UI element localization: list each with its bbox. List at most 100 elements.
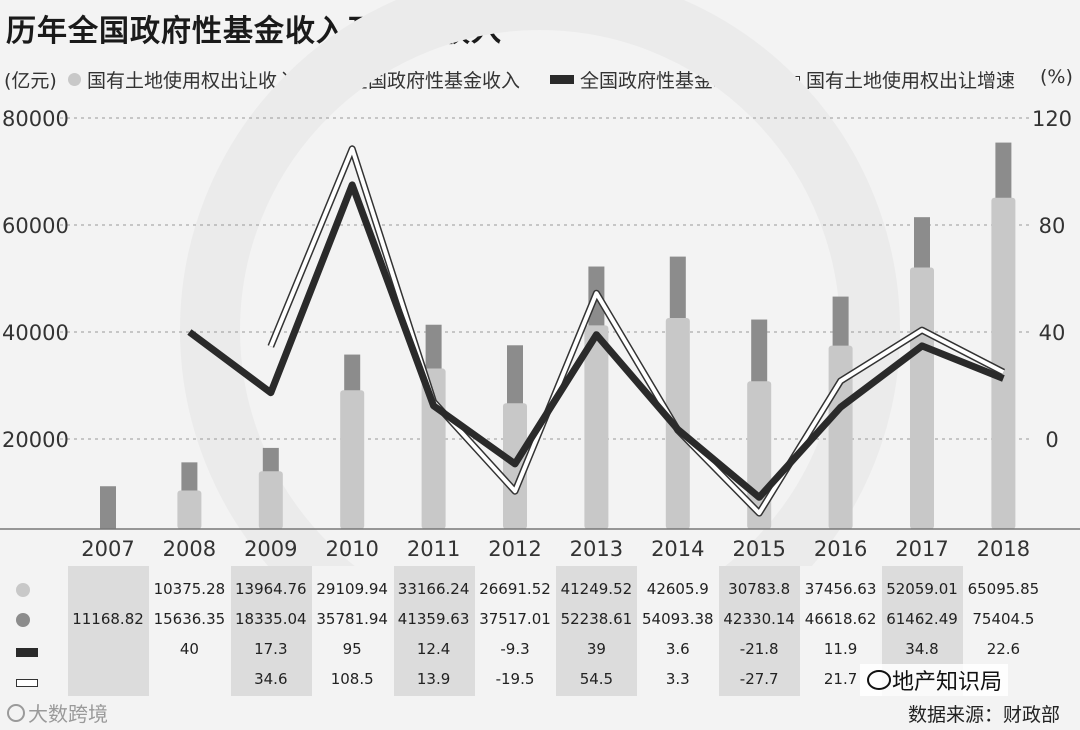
table-cell: 35781.94 <box>316 610 388 628</box>
bar-land-revenue <box>340 390 365 529</box>
legend-right-unit: (%) <box>1040 66 1073 88</box>
bar-land-revenue <box>584 325 609 529</box>
bar-land-revenue <box>177 490 202 529</box>
bar-fund-revenue <box>100 486 116 529</box>
lines <box>187 145 1006 517</box>
x-tick-label: 2007 <box>81 537 134 561</box>
table-cell: 108.5 <box>330 670 374 688</box>
x-tick-label: 2017 <box>895 537 948 561</box>
y-right-tick-label: 120 <box>1032 107 1072 131</box>
table-row: 11168.82 15636.35 18335.04 35781.94 41359.63… <box>0 604 1080 634</box>
x-tick-label: 2010 <box>325 537 378 561</box>
y-right-tick-label: 40 <box>1039 321 1066 345</box>
table-column-shade <box>393 566 475 696</box>
bar-land-revenue <box>258 471 283 529</box>
table-cell: 46618.62 <box>804 610 877 628</box>
table-cell: 39 <box>586 640 606 658</box>
table-cell: 65095.85 <box>967 580 1040 598</box>
bar-land-revenue <box>910 267 934 529</box>
table-cell: 13.9 <box>416 670 451 688</box>
table-cell: 18335.04 <box>235 610 307 628</box>
background-decoration <box>180 0 900 566</box>
line-land-growth <box>268 146 1005 516</box>
x-tick-label: 2012 <box>488 537 541 561</box>
table-cell: 30783.8 <box>728 580 791 598</box>
land-growth-swatch-icon <box>16 672 44 691</box>
table-cell: 3.6 <box>665 640 690 658</box>
x-tick-label: 2014 <box>651 537 704 561</box>
table-cell: 42330.14 <box>723 610 795 628</box>
bars <box>100 142 1016 530</box>
land-revenue-dot-icon <box>16 582 36 601</box>
table-cell: 34.6 <box>254 670 288 688</box>
table-cell: 12.4 <box>416 640 451 658</box>
x-tick-label: 2008 <box>163 537 216 561</box>
y-right-tick-label: 0 <box>1045 428 1058 452</box>
watermark: 大数跨境 <box>6 698 108 727</box>
x-tick-label: 2011 <box>407 537 460 561</box>
table-cell: 42605.9 <box>646 580 709 598</box>
legend-label: 国有土地使用权出让增速 <box>806 70 1016 92</box>
table-cell: 75404.5 <box>972 610 1035 628</box>
table-cell: 21.7 <box>823 670 858 688</box>
y-left-tick-label: 20000 <box>2 428 69 452</box>
table-cell: 41359.63 <box>397 610 470 628</box>
table-row: 40 17.3 95 12.4 -9.3 39 3.6 -21.8 11.9 34.8 22.6 <box>0 634 1080 664</box>
table-cell: 22.6 <box>986 640 1021 658</box>
table-cell: 3.3 <box>665 670 690 688</box>
dark-line-swatch-icon <box>550 75 574 84</box>
axes: 80000 60000 40000 20000 120 80 40 0 2007 2008 2009… <box>0 107 1080 561</box>
table-column-shade <box>556 566 638 696</box>
table-cell: -21.8 <box>739 640 779 658</box>
table-cell: 10375.28 <box>153 580 226 598</box>
table-cell: 13964.76 <box>235 580 307 598</box>
y-left-tick-label: 40000 <box>2 321 69 345</box>
table-cell: 95 <box>342 640 362 658</box>
x-tick-label: 2018 <box>977 537 1030 561</box>
table-column-shade <box>719 566 801 696</box>
y-left-tick-label: 80000 <box>2 107 69 131</box>
table-cell: 37456.63 <box>804 580 877 598</box>
table-cell: 52059.01 <box>886 580 958 598</box>
watermark-logo-icon <box>7 703 25 722</box>
table-cell: 26691.52 <box>479 580 551 598</box>
table-cell: 11.9 <box>823 640 858 658</box>
table-cell: 61462.49 <box>886 610 958 628</box>
table-cell: 52238.61 <box>560 610 633 628</box>
gridlines <box>60 117 1030 440</box>
y-left-tick-label: 60000 <box>2 214 69 238</box>
table-cell: 34.8 <box>905 640 939 658</box>
legend-label: 国有土地使用权出让收入 <box>87 70 297 92</box>
y-right-tick-label: 80 <box>1039 214 1066 238</box>
table-column-shade <box>68 566 149 696</box>
legend-item-land-revenue: 国有土地使用权出让收入 <box>68 66 296 93</box>
table-cell: 33166.24 <box>397 580 470 598</box>
fund-growth-swatch-icon <box>16 642 44 661</box>
table-cell: -27.7 <box>739 670 779 688</box>
table-column-shade <box>230 566 312 696</box>
bar-land-revenue <box>991 197 1016 530</box>
x-tick-label: 2009 <box>244 537 297 561</box>
table-row: 34.6 108.5 13.9 -19.5 54.5 3.3 -27.7 21.7 <box>0 664 1080 694</box>
table-cell: 29109.94 <box>316 580 388 598</box>
table-cell: 40 <box>179 640 199 658</box>
source-note: 数据来源：财政部 <box>908 704 1061 726</box>
x-tick-label: 2015 <box>732 537 785 561</box>
table-cell: 54093.38 <box>642 610 714 628</box>
table-cell: 54.5 <box>579 670 614 688</box>
table-cell: -9.3 <box>500 640 530 658</box>
watermark-text: 大数跨境 <box>28 702 108 726</box>
table-cell: 15636.35 <box>153 610 226 628</box>
table-cell: -19.5 <box>495 670 535 688</box>
table-cell: 37517.01 <box>479 610 551 628</box>
table-cell: 11168.82 <box>72 610 144 628</box>
legend-label: 全国政府性基金收入 <box>349 70 521 92</box>
brand-badge: 地产知识局 <box>860 664 1009 696</box>
brand-text: 地产知识局 <box>892 670 1003 695</box>
table-cell: 41249.52 <box>560 580 633 598</box>
legend-left-unit: (亿元) <box>4 70 57 92</box>
x-tick-label: 2013 <box>570 537 623 561</box>
chart-plot: 80000 60000 40000 20000 120 80 40 0 2007 2008 2009… <box>0 0 1080 566</box>
light-dot-icon <box>68 73 81 86</box>
chat-bubble-icon <box>867 670 891 690</box>
